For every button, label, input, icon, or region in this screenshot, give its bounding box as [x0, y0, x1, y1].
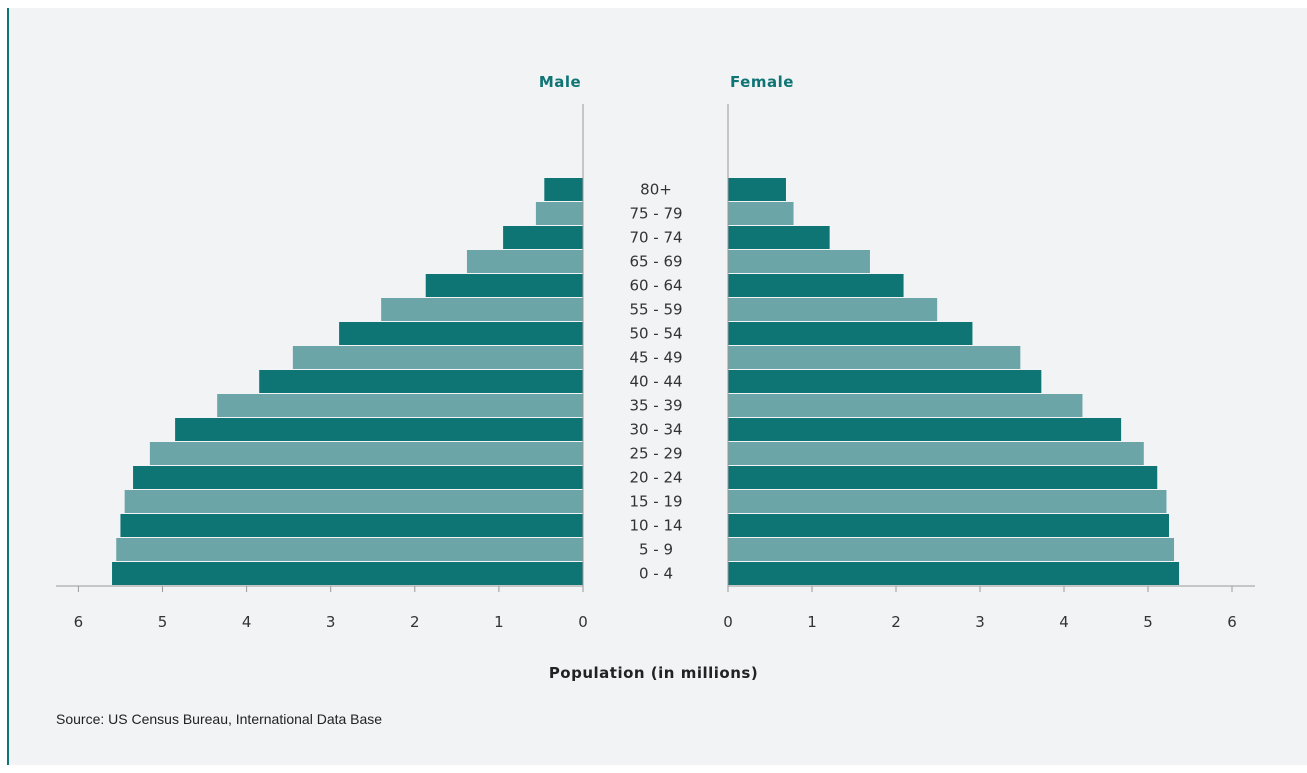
female-bar [728, 538, 1175, 561]
age-group-label: 35 - 39 [629, 397, 682, 415]
age-group-label: 20 - 24 [629, 469, 682, 487]
x-axis-ticks: 0 0 1 1 2 2 3 3 4 4 5 5 6 6 [74, 586, 1237, 631]
female-bar [728, 466, 1158, 489]
age-group-label: 0 - 4 [639, 565, 673, 583]
male-bar [133, 466, 583, 489]
female-bar [728, 490, 1167, 513]
male-tick-label: 6 [74, 613, 84, 631]
age-group-labels: 0 - 4 5 - 9 10 - 14 15 - 19 20 - 24 25 - 29 30… [629, 181, 682, 583]
female-bar [728, 514, 1169, 537]
female-tick-label: 0 [723, 613, 733, 631]
female-tick-label: 3 [975, 613, 985, 631]
female-bars [728, 178, 1180, 585]
age-group-label: 65 - 69 [629, 253, 682, 271]
female-bar [728, 394, 1083, 417]
male-bar [292, 346, 583, 369]
age-group-label: 5 - 9 [639, 541, 673, 559]
age-group-label: 60 - 64 [629, 277, 682, 295]
male-bar [175, 418, 584, 441]
age-group-label: 50 - 54 [629, 325, 682, 343]
male-bar [217, 394, 584, 417]
age-group-label: 15 - 19 [629, 493, 682, 511]
male-pane-label: Male [539, 73, 581, 91]
male-bar [425, 274, 583, 297]
female-tick-label: 6 [1227, 613, 1237, 631]
female-bar [728, 202, 794, 225]
male-bars [112, 178, 584, 585]
female-bar [728, 370, 1042, 393]
age-group-label: 45 - 49 [629, 349, 682, 367]
age-group-label: 40 - 44 [629, 373, 682, 391]
x-axis-title: Population (in millions) [548, 664, 759, 682]
age-group-label: 75 - 79 [629, 205, 682, 223]
axes [56, 104, 1255, 587]
male-bar [120, 514, 583, 537]
age-group-label: 55 - 59 [629, 301, 682, 319]
female-tick-label: 4 [1059, 613, 1069, 631]
age-group-label: 80+ [640, 181, 672, 199]
source-note: Source: US Census Bureau, International … [56, 711, 383, 727]
male-tick-label: 5 [158, 613, 168, 631]
female-bar [728, 298, 938, 321]
male-bar [339, 322, 583, 345]
female-bar [728, 418, 1122, 441]
female-tick-label: 5 [1143, 613, 1153, 631]
male-tick-label: 1 [494, 613, 504, 631]
age-group-label: 10 - 14 [629, 517, 682, 535]
age-group-label: 70 - 74 [629, 229, 682, 247]
male-bar [149, 442, 583, 465]
male-tick-label: 4 [242, 613, 252, 631]
chart-panel [7, 8, 1307, 765]
male-bar [381, 298, 583, 321]
female-tick-label: 2 [891, 613, 901, 631]
age-group-label: 30 - 34 [629, 421, 682, 439]
male-tick-label: 0 [578, 613, 588, 631]
male-tick-label: 2 [410, 613, 420, 631]
female-bar [728, 562, 1180, 585]
female-tick-label: 1 [807, 613, 817, 631]
female-bar [728, 322, 973, 345]
male-bar [466, 250, 583, 273]
female-pane-label: Female [730, 73, 794, 91]
male-bar [259, 370, 583, 393]
female-bar [728, 226, 830, 249]
male-tick-label: 3 [326, 613, 336, 631]
female-bar [728, 346, 1021, 369]
age-group-label: 25 - 29 [629, 445, 682, 463]
male-bar [112, 562, 583, 585]
female-bar [728, 250, 870, 273]
male-bar [535, 202, 583, 225]
male-bar [503, 226, 583, 249]
female-bar [728, 442, 1144, 465]
female-bar [728, 274, 904, 297]
male-bar [116, 538, 584, 561]
female-bar [728, 178, 786, 201]
male-bar [124, 490, 583, 513]
male-bar [544, 178, 583, 201]
